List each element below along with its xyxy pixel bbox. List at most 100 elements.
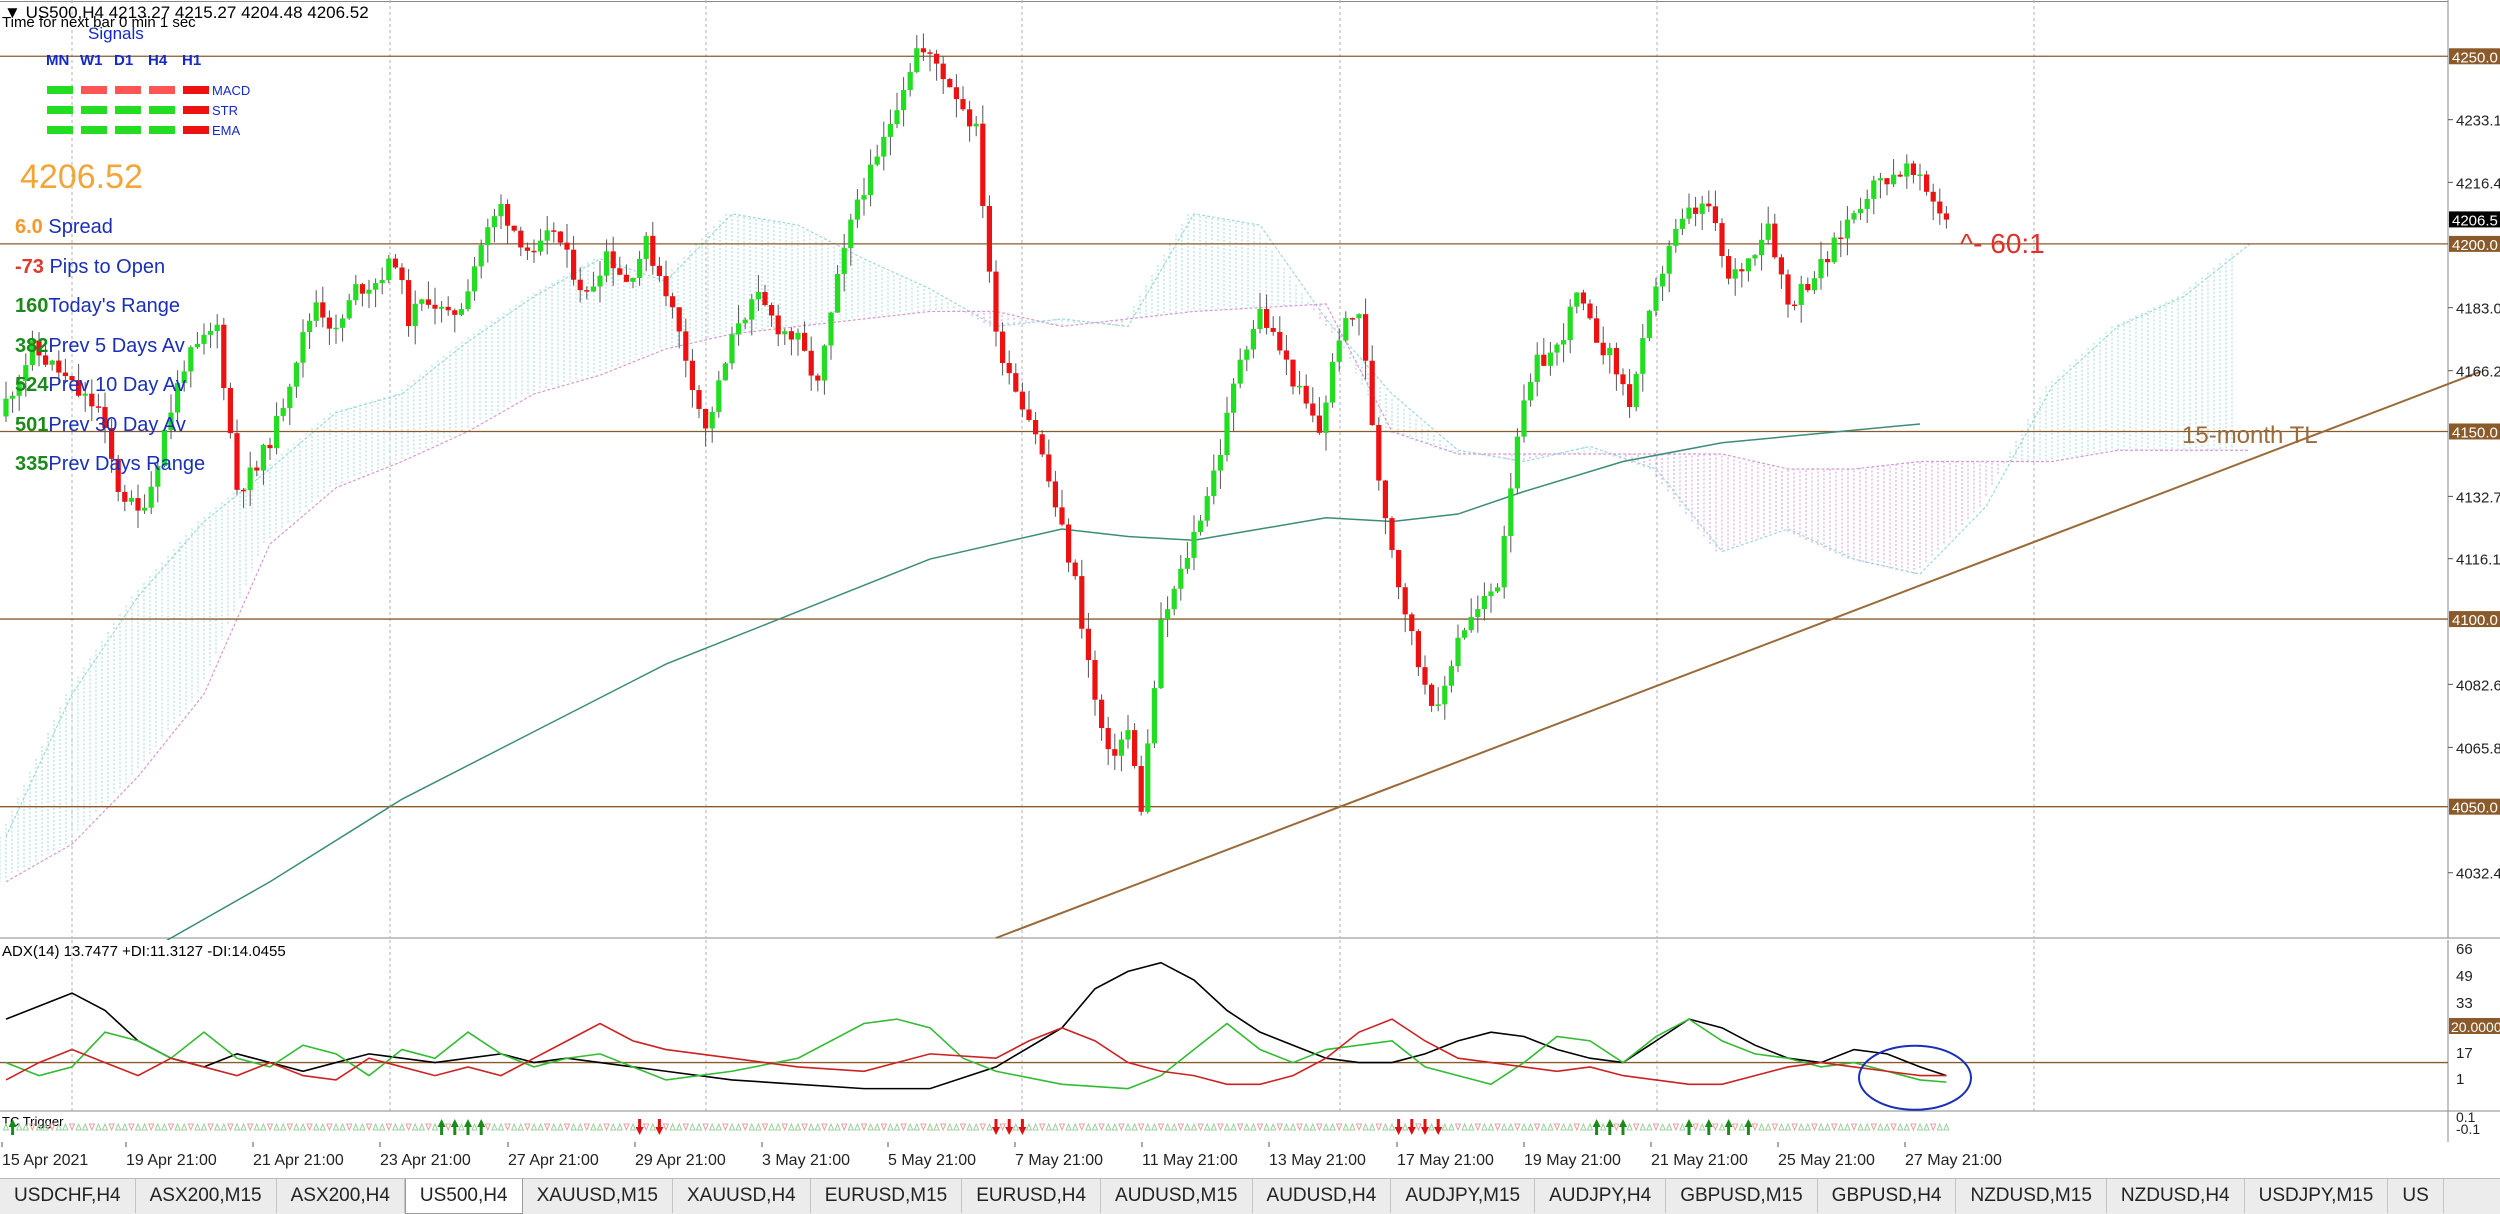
neutral-marker — [253, 1122, 261, 1131]
chart-tab-audjpy-m15[interactable]: AUDJPY,M15 — [1391, 1179, 1536, 1213]
neutral-marker — [543, 1123, 551, 1132]
candle-body — [1917, 174, 1923, 176]
candle-body — [1719, 223, 1725, 257]
neutral-marker — [1401, 1122, 1409, 1131]
neutral-marker — [161, 1122, 168, 1131]
neutral-marker — [326, 1123, 333, 1132]
bull-candle — [1673, 218, 1679, 253]
chart-tab-asx200-h4[interactable]: ASX200,H4 — [277, 1179, 405, 1213]
candle-body — [782, 331, 788, 335]
chart-tab-us[interactable]: US — [2388, 1179, 2444, 1213]
price-chart[interactable]: 4250.0 4233.1 4216.4 4206.5 4200.0 4183.0 4166… — [0, 0, 2500, 940]
bear-candle — [1785, 269, 1791, 318]
bull-candle — [630, 277, 636, 289]
candle-body — [1759, 239, 1765, 256]
chart-tab-eurusd-m15[interactable]: EURUSD,M15 — [811, 1179, 963, 1213]
bear-candle — [1270, 316, 1276, 336]
bull-candle — [458, 303, 464, 317]
neutral-marker — [1058, 1123, 1066, 1132]
neutral-marker — [233, 1122, 241, 1131]
info-label: Spread — [42, 216, 113, 238]
chart-tab-usdchf-h4[interactable]: USDCHF,H4 — [0, 1179, 136, 1213]
neutral-marker — [418, 1122, 426, 1131]
neutral-marker — [530, 1122, 538, 1131]
candle-body — [637, 258, 643, 278]
neutral-marker — [365, 1123, 373, 1132]
neutral-marker — [1078, 1123, 1086, 1132]
bear-candle — [650, 221, 656, 275]
candle-body — [326, 317, 332, 329]
neutral-marker — [1355, 1123, 1363, 1132]
candle-body — [590, 286, 596, 292]
bull-candle — [142, 494, 148, 514]
neutral-marker — [213, 1122, 221, 1131]
adx-indicator-panel[interactable]: ADX(14) 13.7477 +DI:11.3127 -DI:14.0455 6… — [0, 940, 2500, 1112]
candle-body — [439, 306, 445, 309]
candle-body — [1237, 359, 1243, 384]
bear-candle — [689, 349, 695, 408]
sell-arrow — [655, 1119, 664, 1135]
chart-tab-nzdusd-m15[interactable]: NZDUSD,M15 — [1956, 1179, 2107, 1213]
neutral-marker — [550, 1122, 558, 1131]
candle-body — [1250, 328, 1256, 350]
candle-body — [122, 491, 128, 502]
bear-candle — [1006, 350, 1012, 385]
chart-tab-gbpusd-m15[interactable]: GBPUSD,M15 — [1666, 1179, 1818, 1213]
neutral-marker — [220, 1122, 228, 1131]
neutral-marker — [1639, 1122, 1647, 1131]
candle-body — [221, 324, 227, 389]
candle-body — [1752, 255, 1758, 259]
candle-body — [1039, 434, 1045, 455]
neutral-marker — [1811, 1123, 1818, 1132]
bull-candle — [23, 353, 29, 397]
chart-tab-audjpy-h4[interactable]: AUDJPY,H4 — [1535, 1179, 1667, 1213]
chart-tab-xauusd-m15[interactable]: XAUUSD,M15 — [523, 1179, 673, 1213]
chart-tab-audusd-h4[interactable]: AUDUSD,H4 — [1253, 1179, 1392, 1213]
neutral-marker — [953, 1122, 960, 1131]
signal-cell — [47, 126, 73, 134]
chart-tab-xauusd-h4[interactable]: XAUUSD,H4 — [673, 1179, 811, 1213]
info-value: 335 — [15, 453, 49, 475]
bear-candle — [1415, 629, 1421, 676]
candle-body — [1026, 409, 1032, 421]
bear-candle — [1349, 317, 1355, 327]
chart-tab-audusd-m15[interactable]: AUDUSD,M15 — [1101, 1179, 1253, 1213]
candle-body — [10, 395, 16, 399]
chart-tab-eurusd-h4[interactable]: EURUSD,H4 — [962, 1179, 1102, 1213]
bear-candle — [122, 484, 128, 512]
bull-candle — [716, 371, 722, 418]
candle-body — [29, 340, 35, 366]
chart-tab-asx200-m15[interactable]: ASX200,M15 — [136, 1179, 277, 1213]
bear-candle — [557, 230, 563, 247]
bull-candle — [1191, 515, 1197, 571]
neutral-marker — [484, 1123, 492, 1132]
chart-tab-usdjpy-m15[interactable]: USDJPY,M15 — [2245, 1179, 2389, 1213]
candle-body — [848, 219, 854, 249]
candle-body — [1330, 361, 1336, 403]
tc-trigger-panel[interactable]: TC Trigger 0.1-0.1 — [0, 1112, 2500, 1142]
bull-candle — [340, 314, 346, 342]
chart-tab-gbpusd-h4[interactable]: GBPUSD,H4 — [1818, 1179, 1957, 1213]
adx-series-di — [5, 1018, 1947, 1086]
chart-tab-nzdusd-h4[interactable]: NZDUSD,H4 — [2107, 1179, 2245, 1213]
neutral-marker — [1646, 1122, 1653, 1131]
bull-candle — [755, 275, 761, 312]
candle-body — [524, 247, 530, 251]
chart-tab-us500-h4[interactable]: US500,H4 — [404, 1179, 523, 1214]
candle-body — [1046, 454, 1052, 482]
adx-series-di — [5, 1018, 1947, 1090]
bear-candle — [1792, 300, 1798, 311]
bull-candle — [439, 301, 445, 323]
neutral-marker — [517, 1122, 525, 1131]
candle-body — [980, 123, 986, 206]
candle-body — [1805, 284, 1811, 291]
neutral-marker — [821, 1123, 828, 1132]
bull-candle — [1686, 193, 1692, 225]
bear-candle — [1099, 694, 1105, 741]
bear-candle — [656, 256, 662, 282]
candle-body — [1092, 660, 1098, 700]
candle-body — [1904, 163, 1910, 177]
neutral-marker — [48, 1123, 56, 1132]
candle-body — [1382, 480, 1388, 519]
bull-candle — [604, 239, 610, 283]
